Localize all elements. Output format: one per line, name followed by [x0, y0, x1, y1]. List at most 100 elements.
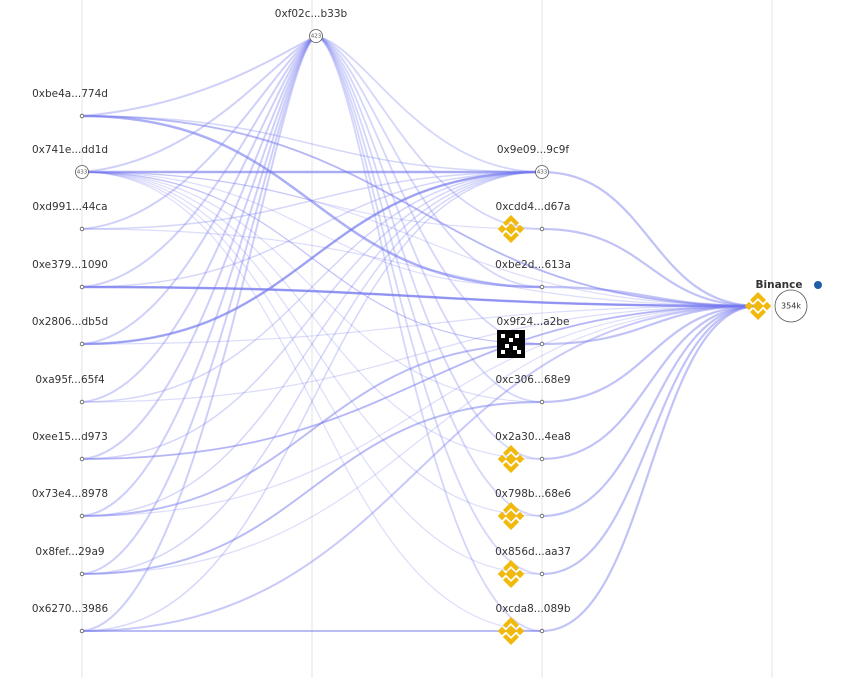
edge [81, 401, 543, 575]
node-dot [539, 513, 545, 519]
edge [81, 305, 759, 403]
edge [315, 35, 543, 403]
node-label: Binance [756, 279, 803, 291]
node-label: 0xc306...68e9 [495, 374, 570, 386]
avatar-pixel [501, 334, 505, 338]
edge [81, 170, 543, 346]
edge [81, 35, 317, 288]
nodes: 0xbe4a...774d 0x741e...dd1d 433 0xd991...44… [32, 8, 808, 645]
node-dot [79, 113, 85, 119]
edges [81, 35, 759, 633]
node-dot [79, 284, 85, 290]
edge [81, 35, 317, 632]
avatar-pixel [515, 334, 519, 338]
binance-icon [744, 292, 772, 320]
edge [81, 35, 317, 345]
edge [541, 227, 759, 308]
edge [81, 171, 543, 288]
node-dot [79, 571, 85, 577]
edge [81, 115, 543, 173]
edge [81, 115, 759, 307]
node-label: 0xbe2d...613a [495, 259, 571, 271]
edge [81, 305, 759, 632]
node-dot [539, 628, 545, 634]
node-dot [539, 284, 545, 290]
edge [81, 171, 759, 307]
edge [315, 35, 543, 230]
edge [81, 305, 759, 460]
edge [81, 171, 543, 403]
edge [81, 115, 759, 307]
edge [81, 171, 543, 288]
node-dot [79, 628, 85, 634]
node-label: 0xcdd4...d67a [496, 201, 571, 213]
edge [81, 171, 543, 460]
node-label: 0xbe4a...774d [32, 88, 108, 100]
avatar-pixel [517, 350, 521, 354]
node-label: 0x73e4...8978 [32, 488, 108, 500]
node-badge [535, 165, 549, 179]
node-label: 0xee15...d973 [32, 431, 108, 443]
edge [81, 305, 759, 345]
node-badge [75, 165, 89, 179]
edge [81, 171, 543, 403]
node-label: 0x2806...db5d [32, 316, 108, 328]
status-dot [814, 281, 822, 289]
badge-text: 433 [77, 170, 88, 176]
node-dot [539, 399, 545, 405]
edge [81, 35, 317, 460]
binance-icon [497, 445, 525, 473]
edge [81, 35, 317, 230]
avatar-pixel [513, 346, 517, 350]
edge [315, 35, 543, 517]
edge [315, 35, 543, 345]
node-dot [539, 571, 545, 577]
edge [81, 343, 543, 517]
node-badge [774, 289, 808, 323]
node-label: 0x798b...68e6 [495, 488, 571, 500]
edge [81, 114, 543, 289]
binance-icon [497, 502, 525, 530]
edge [81, 305, 759, 575]
node-label: 0x9e09...9c9f [497, 144, 570, 156]
node-dot [79, 226, 85, 232]
node-badge [309, 29, 323, 43]
node-label: 0x6270...3986 [32, 603, 109, 615]
edge [541, 304, 759, 404]
edge [81, 171, 543, 632]
edge [81, 171, 543, 632]
edge [81, 35, 317, 173]
node-label: 0x856d...aa37 [495, 546, 571, 558]
avatar-pixel [509, 338, 513, 342]
node-label: 0xf02c...b33b [275, 8, 348, 20]
edge [81, 285, 759, 308]
edge [81, 171, 543, 575]
edge [315, 35, 543, 173]
node-dot [539, 456, 545, 462]
node-label: 0x9f24...a2be [497, 316, 570, 328]
node-label: 0xe379...1090 [32, 259, 108, 271]
edge [81, 171, 543, 517]
edge [541, 304, 759, 633]
node-dot [79, 341, 85, 347]
badge-text: 433 [537, 170, 548, 176]
edge [315, 35, 543, 632]
node-label: 0x8fef...29a9 [35, 546, 104, 558]
node-dot [79, 399, 85, 405]
edge [541, 304, 759, 461]
node-label: 0x2a30...4ea8 [495, 431, 571, 443]
edge [315, 35, 543, 288]
edge [81, 171, 543, 460]
node-label: 0xa95f...65f4 [35, 374, 105, 386]
avatar-pixel [505, 344, 509, 348]
node-dot [79, 513, 85, 519]
edge [81, 35, 317, 117]
edge [81, 171, 543, 517]
badge-text: 423 [311, 34, 322, 40]
avatar-pixel [501, 350, 505, 354]
node-dot [79, 456, 85, 462]
edge [541, 304, 759, 346]
edge [315, 35, 543, 575]
